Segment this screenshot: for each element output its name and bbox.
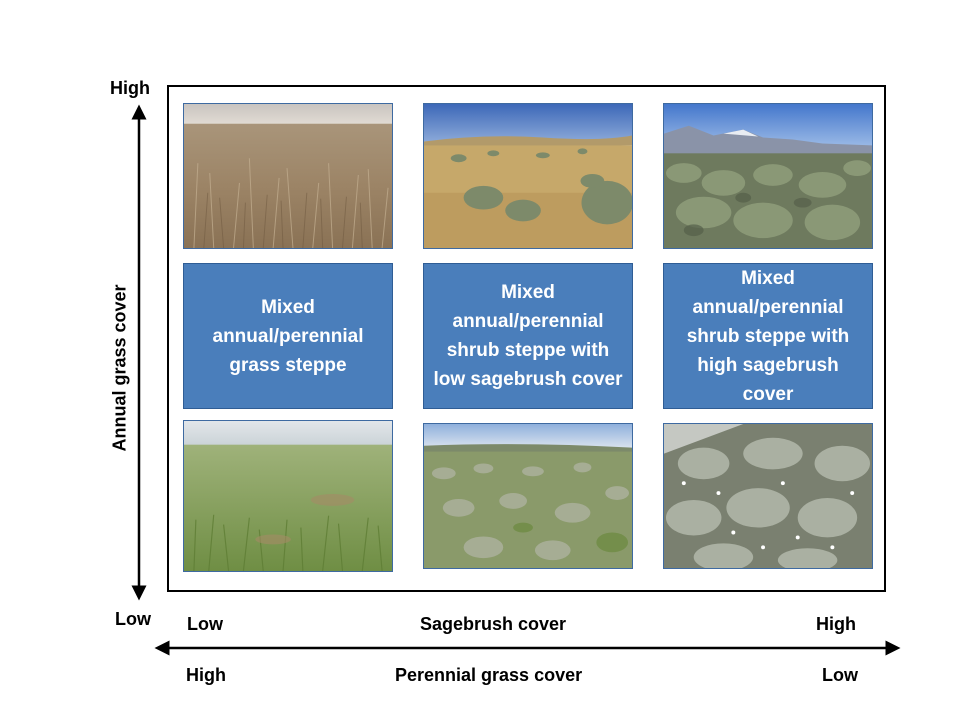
dense-sagebrush-mountains-photo bbox=[663, 103, 873, 249]
grass-steppe-label: Mixed annual/perennial grass steppe bbox=[183, 263, 393, 409]
perennial-high-label: High bbox=[186, 665, 226, 685]
sagebrush-high-label: High bbox=[816, 614, 856, 634]
y-axis-high-label: High bbox=[110, 78, 150, 98]
low-sagebrush-shrub-steppe-label: Mixed annual/perennial shrub steppe with… bbox=[423, 263, 633, 409]
dense-sagebrush-wildflowers-photo bbox=[663, 423, 873, 569]
sagebrush-low-label: Low bbox=[187, 614, 223, 634]
high-sagebrush-label-text: Mixed annual/perennial shrub steppe with… bbox=[686, 267, 850, 405]
y-axis-low-label: Low bbox=[115, 609, 151, 629]
perennial-low-label: Low bbox=[822, 665, 858, 685]
sagebrush-axis-title: Sagebrush cover bbox=[420, 614, 567, 634]
sparse-sagebrush-dry-grass-photo bbox=[423, 103, 633, 249]
high-sagebrush-shrub-steppe-label: Mixed annual/perennial shrub steppe with… bbox=[663, 263, 873, 409]
y-axis-title: Annual grass cover bbox=[109, 284, 130, 452]
perennial-axis-title: Perennial grass cover bbox=[395, 665, 583, 685]
green-grass-scattered-sagebrush-photo bbox=[423, 423, 633, 569]
low-sagebrush-label-text: Mixed annual/perennial shrub steppe with… bbox=[433, 282, 623, 390]
diagram-frame bbox=[167, 85, 886, 592]
green-perennial-grass-field-photo bbox=[183, 420, 393, 572]
annual-grass-field-photo bbox=[183, 103, 393, 249]
grass-steppe-label-text: Mixed annual/perennial grass steppe bbox=[212, 296, 364, 376]
